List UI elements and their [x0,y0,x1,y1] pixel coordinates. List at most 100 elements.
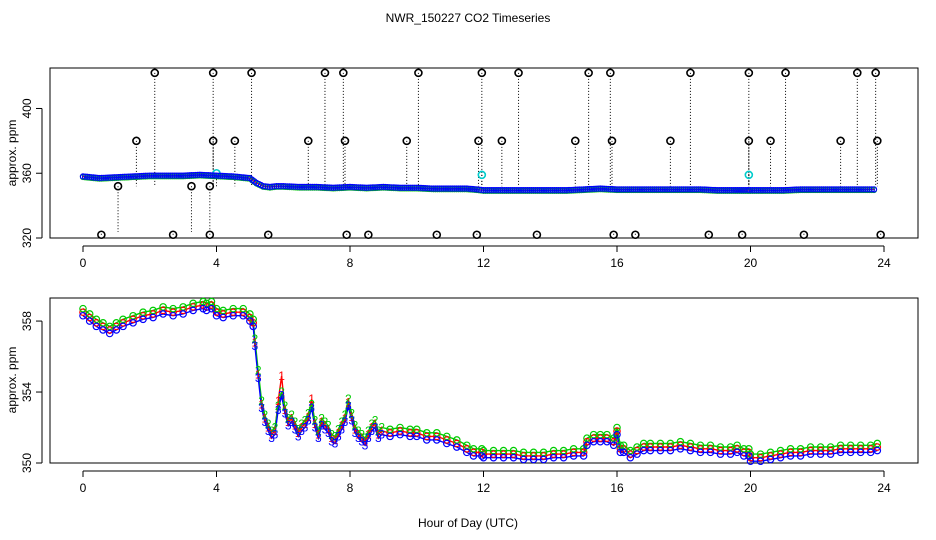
top-marks [79,68,885,240]
bottom-series-point [583,441,591,450]
bottom-series-point [509,453,518,462]
top-flag-point [497,136,507,146]
bottom-series-point [452,439,461,448]
top-x-tick-label: 16 [610,256,624,270]
bottom-series-point [856,441,865,450]
top-flag-point [402,136,412,146]
top-flag-point [873,136,882,146]
bottom-series-point [386,432,394,441]
bottom-series-point [656,439,665,448]
bottom-series-marker: 3 [288,415,295,429]
top-x-tick-label: 8 [347,256,354,270]
bottom-series-point [239,304,248,313]
bottom-series-point [112,326,121,334]
bottom-y-tick-label: 358 [20,311,34,331]
bottom-series-point [105,322,114,331]
bottom-series-marker: 2 [282,399,289,413]
bottom-series-point [129,315,137,324]
bottom-series-marker: 2 [332,429,339,443]
bottom-series-marker: 1 [312,417,319,431]
bottom-series-marker: 1 [268,428,275,442]
top-x-tick-label: 0 [80,256,87,270]
bottom-series-point [202,306,211,315]
bottom-series-point [489,453,498,462]
bottom-series-point [613,430,621,439]
bottom-series-marker: 1 [368,421,375,435]
bottom-series-marker: 3 [272,428,279,442]
bottom-series-marker: 3 [268,431,275,445]
bottom-series-marker: 1 [298,421,305,435]
bottom-series-point [676,445,685,453]
top-panel: 0 4 8 12 16 20 24 320 360 400 approx. ppm [5,67,919,270]
bottom-series-point [529,452,538,460]
bottom-series-point [836,448,845,457]
bottom-series-marker: 2 [275,399,282,413]
bottom-series-point [169,308,177,316]
top-flag-point [666,136,675,146]
bottom-series-point [79,311,87,320]
bottom-series-point [452,443,461,451]
bottom-series-point [489,450,498,458]
bottom-series-point [239,308,248,316]
bottom-x-tick-label: 20 [744,481,758,495]
bottom-series-line-2 [82,300,878,455]
bottom-series-marker: 3 [278,389,285,403]
bottom-series-point [686,443,695,451]
bottom-series-point [246,317,254,325]
top-flag-point [737,230,747,240]
bottom-series-marker: 1 [378,424,385,438]
bottom-series-marker: 1 [315,428,322,442]
bottom-series-marker: 3 [375,431,382,445]
bottom-series-marker: 2 [298,417,305,431]
top-x-tick-label: 24 [877,256,891,270]
bottom-series-point [105,329,114,338]
bottom-series-point [79,308,87,316]
top-flag-point [97,230,106,240]
bottom-series-marker: 3 [362,438,369,452]
bottom-series-point [716,443,725,451]
top-flag-point [781,68,790,78]
bottom-series-marker: 2 [342,408,349,422]
bottom-series-marker: 1 [295,426,302,440]
bottom-series-marker: 1 [322,419,329,433]
bottom-series-point [129,311,137,320]
bottom-series-marker: 3 [348,413,355,427]
bottom-series-marker: 1 [345,396,352,410]
bottom-series-point [646,446,655,455]
bottom-series-point [726,450,735,458]
bottom-series-point [856,448,865,457]
bottom-series-point [149,313,157,322]
bottom-series-marker: 3 [358,435,365,449]
top-flag-point [432,230,442,240]
bottom-series-marker: 1 [252,335,259,349]
bottom-series-point [432,429,441,437]
bottom-series-line-1 [82,304,878,459]
bottom-series-point [776,453,785,462]
top-data-point [266,183,274,191]
bottom-x-tick-label: 4 [213,481,220,495]
bottom-series-marker: 1 [328,431,335,445]
bottom-series-point [646,439,655,448]
top-data-point [870,186,878,193]
bottom-series-point [616,448,625,457]
chart-title: NWR_150227 CO2 Timeseries [386,11,551,25]
bottom-series-marker: 1 [375,428,382,442]
top-cyan-point [744,170,754,180]
bottom-series-point [179,306,187,315]
bottom-series-marker: 2 [338,415,345,429]
bottom-series-marker: 2 [278,385,285,399]
bottom-series-point [666,443,675,451]
bottom-series-point [478,448,486,457]
bottom-series-marker: 3 [352,426,359,440]
bottom-series-point [786,445,795,453]
bottom-series-point [469,445,478,453]
top-y-tick-label: 400 [20,98,34,118]
bottom-series-point [656,443,665,451]
bottom-series-point [499,453,508,462]
top-flag-point [208,136,218,146]
top-flag-point [871,68,880,78]
top-flag-point [472,230,482,240]
bottom-series-point [619,441,628,450]
bottom-x-tick-label: 24 [877,481,891,495]
bottom-series-point [816,450,825,458]
